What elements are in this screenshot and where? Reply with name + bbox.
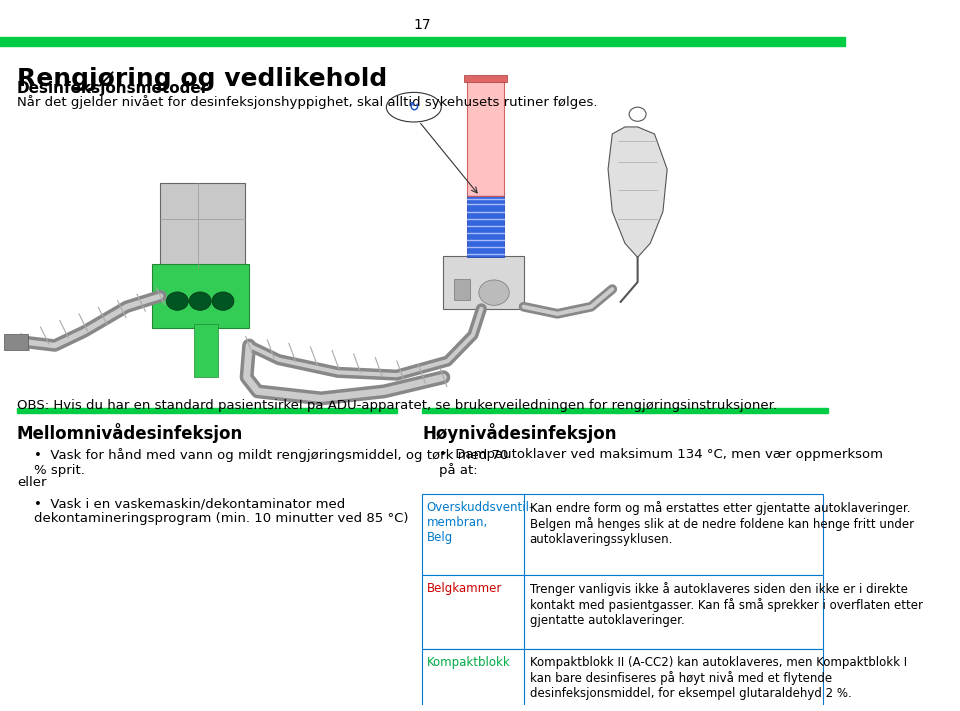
Text: Kompaktblokk II (A-CC2) kan autoklaveres, men Kompaktblokk I
kan bare desinfiser: Kompaktblokk II (A-CC2) kan autoklaveres… — [530, 656, 906, 700]
Text: eller: eller — [17, 476, 46, 489]
Bar — [444, 256, 523, 309]
Text: ↻: ↻ — [409, 101, 420, 114]
Text: Kompaktblokk: Kompaktblokk — [426, 656, 510, 669]
Text: Rengjøring og vedlikehold: Rengjøring og vedlikehold — [17, 67, 387, 91]
Ellipse shape — [386, 92, 442, 122]
Text: Belgkammer: Belgkammer — [426, 582, 502, 595]
Text: Desinfeksjonsmetoder: Desinfeksjonsmetoder — [17, 81, 209, 96]
Text: Mellomnivådesinfeksjon: Mellomnivådesinfeksjon — [17, 423, 243, 443]
Bar — [422, 648, 824, 711]
Circle shape — [629, 107, 646, 122]
Bar — [454, 279, 469, 300]
Circle shape — [166, 292, 188, 310]
Bar — [422, 408, 828, 412]
Text: Kan endre form og må erstattes etter gjentatte autoklaveringer.
Belgen må henges: Kan endre form og må erstattes etter gje… — [530, 501, 914, 546]
Text: •  Vask for hånd med vann og mildt rengjøringsmiddel, og tørk med 70
% sprit.: • Vask for hånd med vann og mildt rengjø… — [34, 448, 508, 477]
Text: Når det gjelder nivået for desinfeksjonshyppighet, skal alltid sykehusets rutine: Når det gjelder nivået for desinfeksjons… — [17, 95, 597, 109]
Bar — [194, 324, 218, 378]
Text: Overskuddsventil-
membran,
Belg: Overskuddsventil- membran, Belg — [426, 501, 534, 544]
Text: OBS: Hvis du har en standard pasientsirkel på ADU-apparatet, se brukerveiledning: OBS: Hvis du har en standard pasientsirk… — [17, 398, 777, 412]
Polygon shape — [608, 127, 667, 257]
Bar — [422, 574, 824, 648]
Bar — [152, 264, 250, 328]
Circle shape — [189, 292, 211, 310]
Bar — [467, 80, 504, 196]
Bar — [422, 493, 824, 574]
Text: •  Vask i en vaskemaskin/dekontaminator med
dekontamineringsprogram (min. 10 min: • Vask i en vaskemaskin/dekontaminator m… — [34, 497, 408, 525]
Text: Høynivådesinfeksjon: Høynivådesinfeksjon — [422, 423, 616, 443]
Bar — [467, 196, 504, 257]
Text: 17: 17 — [414, 18, 431, 31]
Circle shape — [479, 280, 509, 305]
Bar — [17, 408, 396, 412]
Bar — [465, 75, 507, 82]
Bar — [4, 333, 28, 351]
Bar — [0, 38, 845, 46]
Text: Trenger vanligvis ikke å autoklaveres siden den ikke er i direkte
kontakt med pa: Trenger vanligvis ikke å autoklaveres si… — [530, 582, 923, 627]
Text: •  Dampautoklaver ved maksimum 134 °C, men vær oppmerksom
på at:: • Dampautoklaver ved maksimum 134 °C, me… — [439, 448, 883, 477]
Circle shape — [212, 292, 234, 310]
Bar — [160, 183, 245, 268]
